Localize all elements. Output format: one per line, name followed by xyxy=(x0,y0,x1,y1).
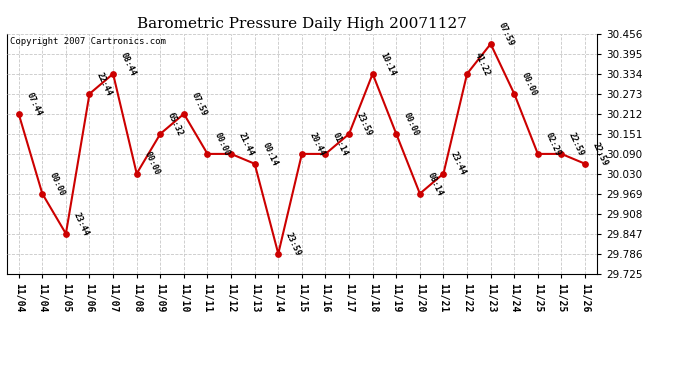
Text: 23:44: 23:44 xyxy=(72,211,90,237)
Point xyxy=(131,171,142,177)
Point xyxy=(273,251,284,257)
Text: Copyright 2007 Cartronics.com: Copyright 2007 Cartronics.com xyxy=(10,38,166,46)
Point xyxy=(580,161,591,167)
Text: 02:29: 02:29 xyxy=(544,131,562,157)
Text: 00:14: 00:14 xyxy=(260,141,279,167)
Point xyxy=(462,71,473,77)
Text: 00:00: 00:00 xyxy=(48,171,66,197)
Point xyxy=(391,131,402,137)
Point xyxy=(37,190,48,196)
Point xyxy=(13,111,24,117)
Text: 00:00: 00:00 xyxy=(402,111,420,137)
Text: 23:59: 23:59 xyxy=(355,111,373,137)
Text: 00:00: 00:00 xyxy=(142,150,161,177)
Point xyxy=(84,91,95,97)
Text: 22:44: 22:44 xyxy=(95,71,114,97)
Text: 08:44: 08:44 xyxy=(119,51,137,77)
Text: 20:44: 20:44 xyxy=(308,131,326,157)
Text: 23:44: 23:44 xyxy=(449,150,468,177)
Point xyxy=(438,171,449,177)
Point xyxy=(108,71,119,77)
Point xyxy=(509,91,520,97)
Title: Barometric Pressure Daily High 20071127: Barometric Pressure Daily High 20071127 xyxy=(137,17,467,31)
Text: 08:14: 08:14 xyxy=(426,171,444,197)
Text: 10:14: 10:14 xyxy=(378,51,397,77)
Point xyxy=(155,131,166,137)
Point xyxy=(367,71,378,77)
Text: 41:22: 41:22 xyxy=(473,51,491,77)
Text: 01:14: 01:14 xyxy=(331,131,350,157)
Point xyxy=(485,41,496,47)
Point xyxy=(249,161,260,167)
Point xyxy=(556,151,567,157)
Text: 22:59: 22:59 xyxy=(591,141,609,167)
Point xyxy=(226,151,237,157)
Point xyxy=(61,231,72,237)
Point xyxy=(178,111,189,117)
Point xyxy=(202,151,213,157)
Point xyxy=(297,151,308,157)
Text: 21:44: 21:44 xyxy=(237,131,255,157)
Text: 07:59: 07:59 xyxy=(190,91,208,117)
Point xyxy=(344,131,355,137)
Text: 65:32: 65:32 xyxy=(166,111,184,137)
Point xyxy=(320,151,331,157)
Text: 00:00: 00:00 xyxy=(213,131,232,157)
Point xyxy=(415,190,426,196)
Text: 07:44: 07:44 xyxy=(24,91,43,117)
Point xyxy=(533,151,544,157)
Text: 22:59: 22:59 xyxy=(567,131,586,157)
Text: 00:00: 00:00 xyxy=(520,71,538,97)
Text: 07:59: 07:59 xyxy=(496,21,515,47)
Text: 23:59: 23:59 xyxy=(284,231,302,257)
